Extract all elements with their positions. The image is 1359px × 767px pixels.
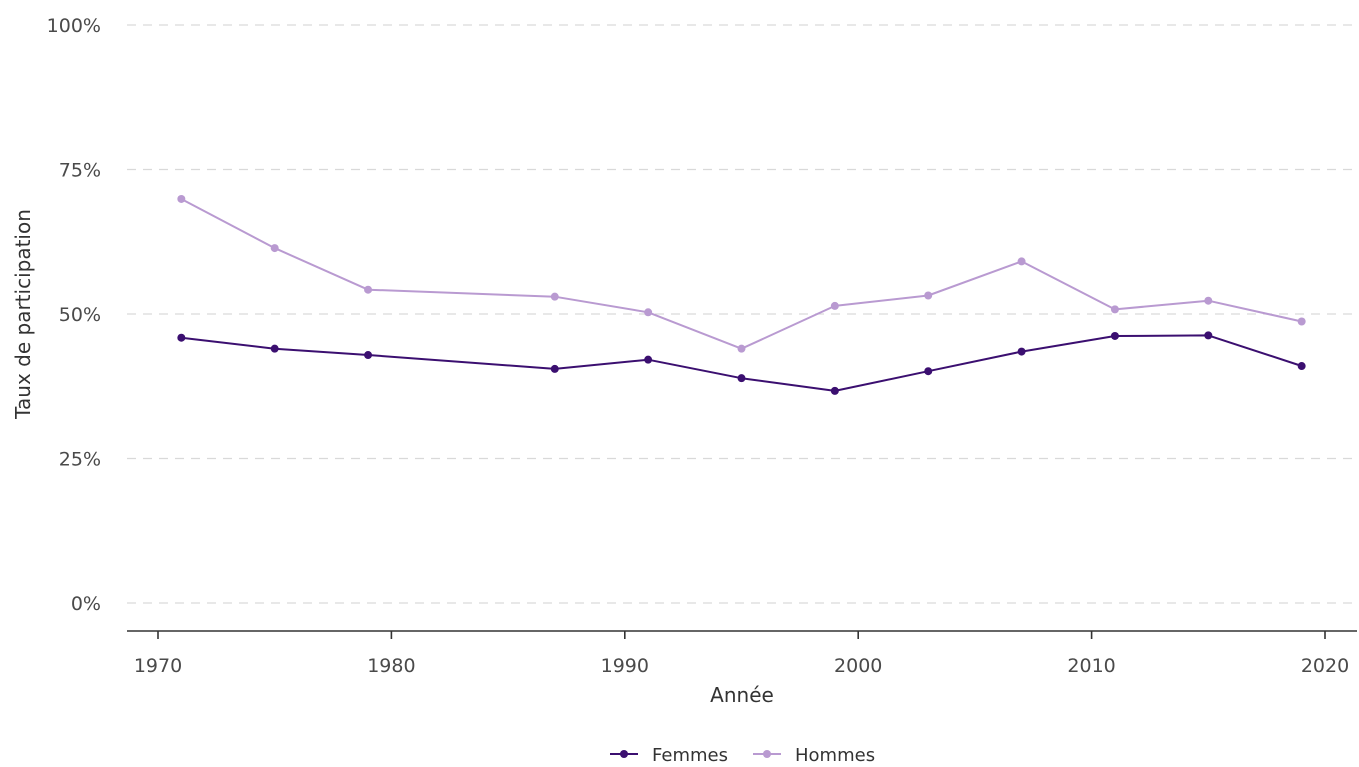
series-line-femmes [181,334,1303,392]
y-axis-title: Taux de participation [11,209,35,420]
data-point-femmes [924,367,933,376]
data-point-hommes [1204,296,1213,305]
data-point-hommes [1110,305,1119,314]
data-point-femmes [270,344,279,353]
data-point-hommes [1297,317,1306,326]
y-tick-label: 25% [59,449,101,471]
data-point-hommes [1017,257,1026,266]
data-point-femmes [364,351,373,360]
x-tick-label: 2000 [834,655,882,677]
data-point-femmes [1297,362,1306,371]
data-point-femmes [1017,347,1026,356]
y-tick-label: 100% [47,15,101,37]
series [177,194,1306,395]
data-point-femmes [1204,331,1213,340]
data-point-hommes [364,285,373,294]
data-point-femmes [830,386,839,395]
legend-label-femmes: Femmes [652,745,728,763]
axes: 0% 25% 50% 75% 100% 1970 1980 1990 2000 2010 2020 [47,15,1357,677]
data-point-hommes [830,301,839,310]
data-point-femmes [177,333,186,342]
x-tick-label: 1990 [601,655,649,677]
data-point-hommes [644,308,653,317]
x-axis-title: Année [710,683,774,707]
data-point-hommes [177,194,186,203]
x-tick-label: 1970 [134,655,182,677]
legend: Femmes Hommes [610,745,875,766]
y-tick-label: 0% [71,593,101,615]
x-tick-label: 2020 [1301,655,1349,677]
legend-key-point [763,750,771,758]
data-point-hommes [737,344,746,353]
data-point-hommes [270,244,279,253]
gridlines [127,24,1357,604]
data-point-femmes [737,374,746,383]
legend-label-hommes: Hommes [795,745,875,763]
data-point-hommes [550,292,559,301]
x-tick-label: 2010 [1067,655,1115,677]
data-point-femmes [550,364,559,373]
legend-key-point [620,750,628,758]
data-point-femmes [644,355,653,364]
x-tick-label: 1980 [367,655,415,677]
data-point-femmes [1110,331,1119,340]
y-tick-label: 50% [59,304,101,326]
series-line-hommes [180,198,1302,350]
data-point-hommes [924,291,933,300]
y-tick-label: 75% [59,160,101,182]
